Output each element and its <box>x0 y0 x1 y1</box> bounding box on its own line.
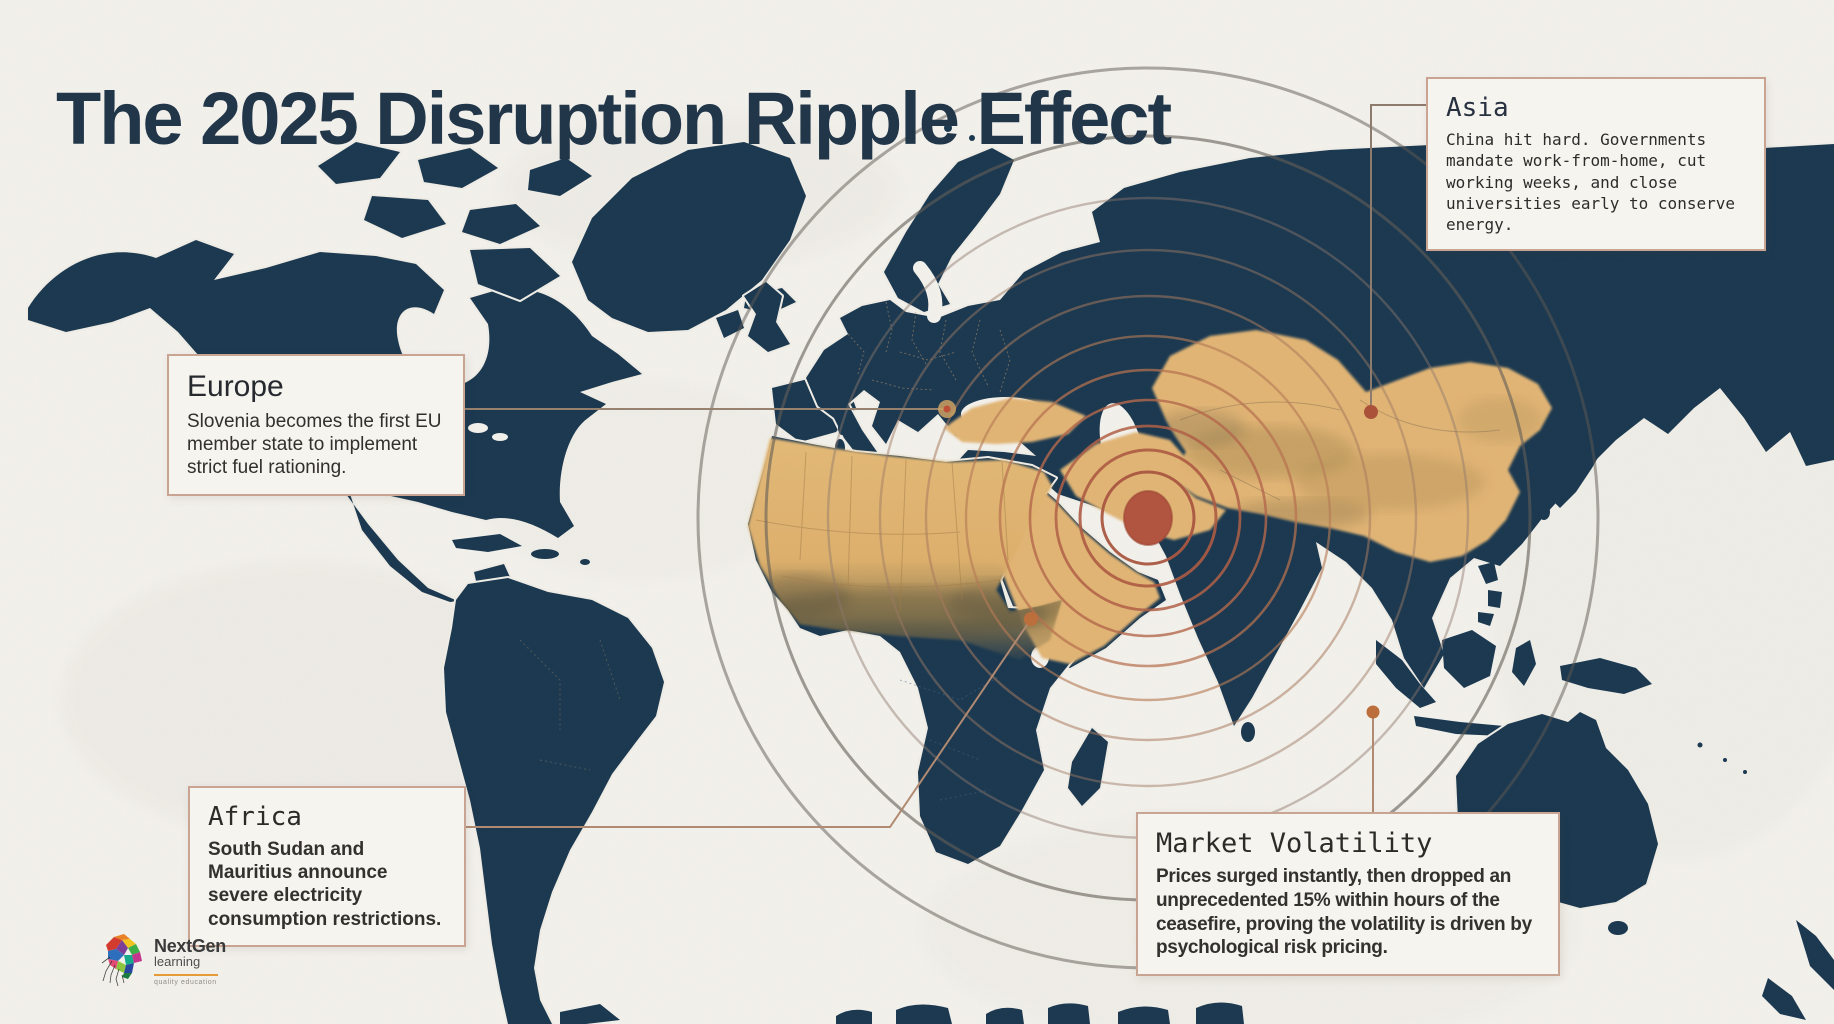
logo-tagline: quality education <box>154 978 217 986</box>
callout-europe: Europe Slovenia becomes the first EU mem… <box>167 354 465 496</box>
callout-europe-body: Slovenia becomes the first EU member sta… <box>187 411 442 479</box>
nextgen-logo: NextGen learning quality education <box>98 931 226 987</box>
brain-icon <box>101 934 142 987</box>
callout-market-body: Prices surged instantly, then dropped an… <box>1156 866 1532 959</box>
callout-africa-heading: Africa <box>208 802 302 832</box>
callout-asia-body: China hit hard. Governments mandate work… <box>1446 130 1735 235</box>
callout-europe-heading: Europe <box>187 370 284 403</box>
callout-market-volatility: Market Volatility Prices surged instantl… <box>1136 812 1560 976</box>
logo-name: NextGen <box>154 936 226 956</box>
callout-asia: Asia China hit hard. Governments mandate… <box>1426 77 1766 252</box>
callout-africa-body: South Sudan and Mauritius announce sever… <box>208 839 442 930</box>
callout-africa: Africa South Sudan and Mauritius announc… <box>188 786 466 947</box>
page-title: The 2025 Disruption Ripple Effect <box>56 76 1172 160</box>
callout-market-heading: Market Volatility <box>1156 828 1433 859</box>
logo-sub: learning <box>154 954 201 969</box>
logo-divider <box>154 973 218 976</box>
callout-asia-heading: Asia <box>1446 93 1509 123</box>
